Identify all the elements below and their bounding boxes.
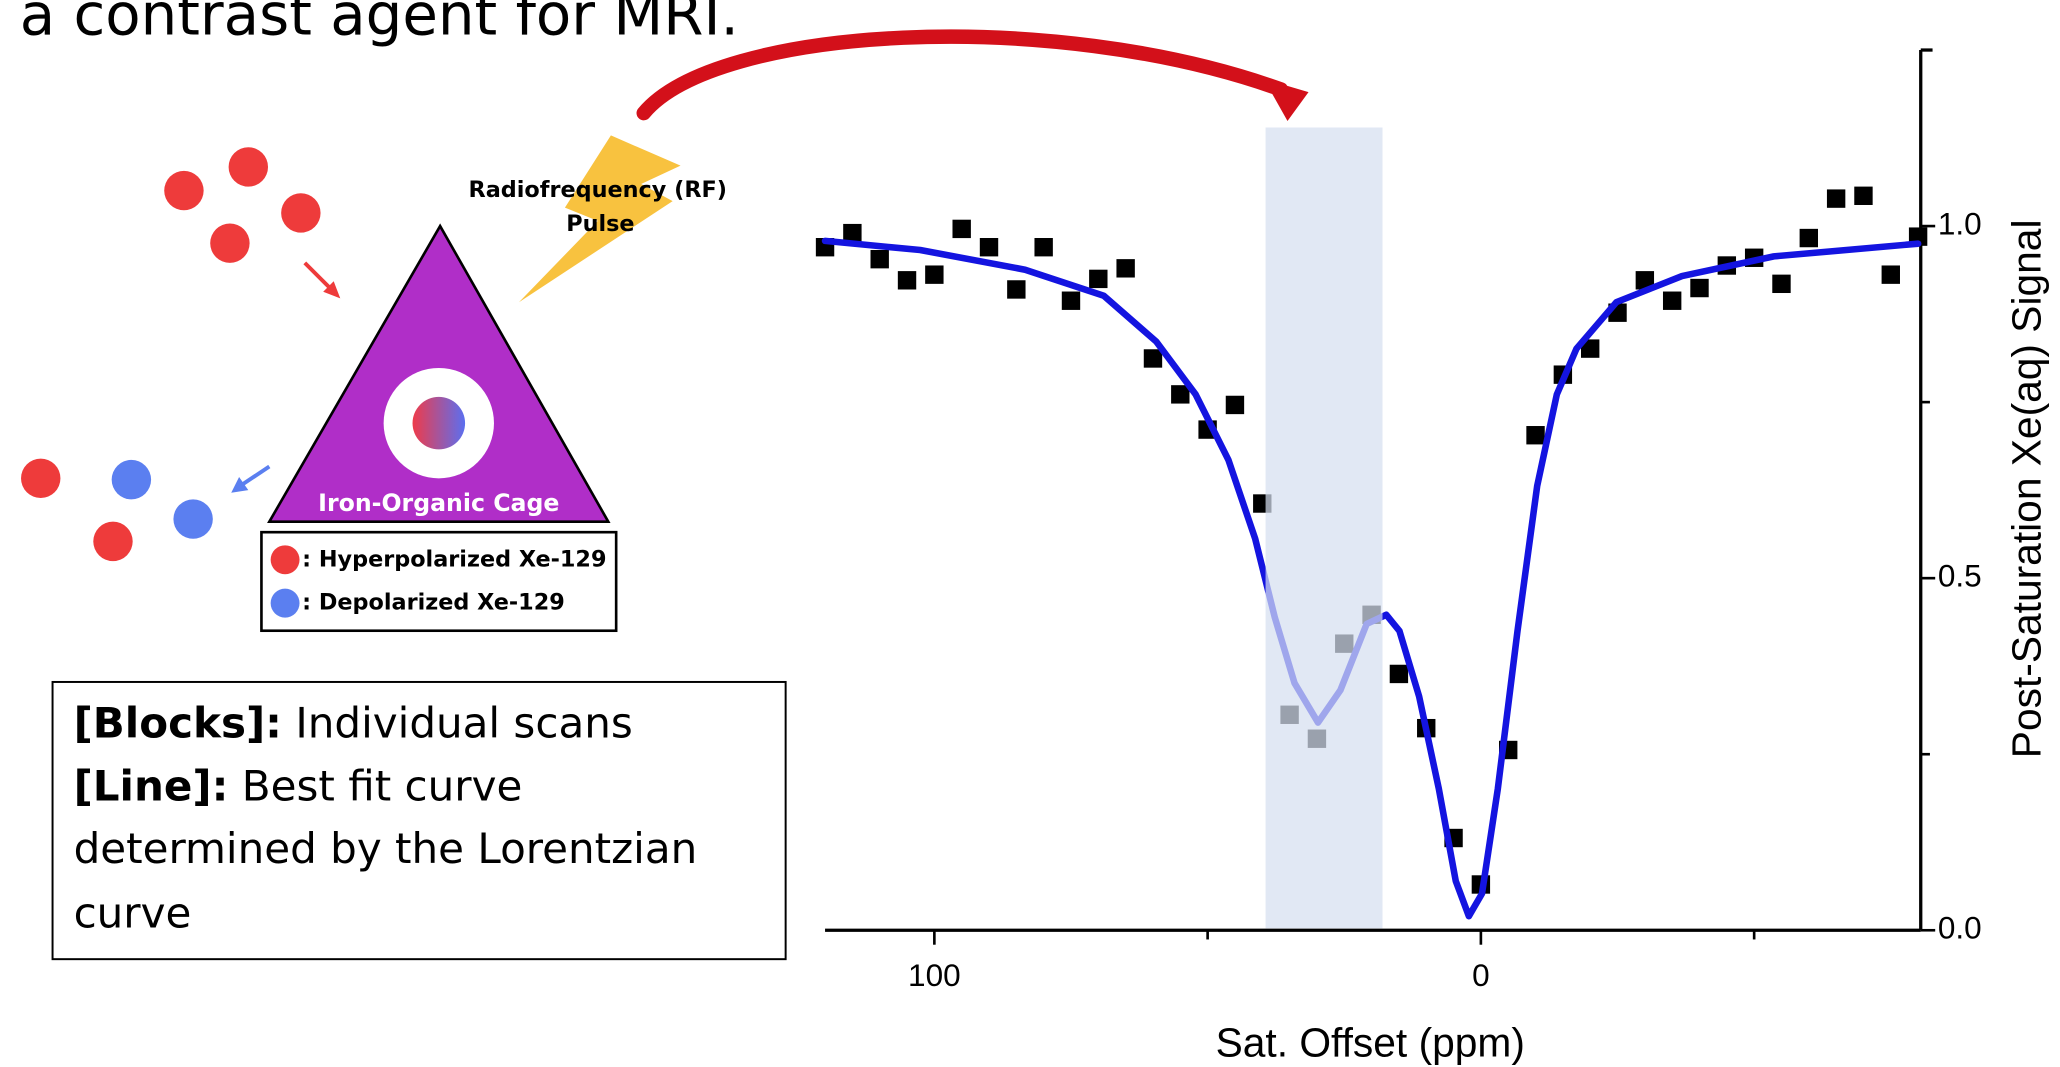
data-point [870,249,889,269]
arrow-head [323,281,341,299]
data-point [1526,426,1545,445]
data-point [1225,395,1245,415]
x-tick-label: 0 [1472,957,1490,993]
legend-entry: : Hyperpolarized Xe-129 [302,546,606,572]
data-point [897,271,917,290]
data-point [1580,339,1600,358]
data-point [925,265,944,284]
data-point [1089,269,1108,289]
y-axis-label: Post-Saturation Xe(aq) Signal [2004,219,2050,758]
arrow [303,261,333,291]
y-tick-label: 0.5 [1938,557,1982,593]
data-point [1116,259,1135,278]
data-point [1034,238,1053,257]
note: [Line]: Best fit curve [74,761,523,810]
lightning [518,135,681,303]
pulse-label: Radiofrequency (RF) [469,177,727,203]
arrow [240,464,271,487]
xe-depol [111,459,213,539]
note-term: [Blocks]: [74,698,282,747]
note: [Blocks]: Individual scans [74,698,633,747]
cage-label: Iron-Organic Cage [318,489,559,517]
note-text: Individual scans [295,698,632,747]
data-point [1690,278,1709,298]
diagram: a contrast agent for MRI. Radiofrequency… [20,0,1309,961]
note-text: curve [74,888,192,937]
notes-box [51,680,787,961]
note-term: [Line]: [74,761,229,810]
pulse-label: Pulse [566,211,634,237]
chart: 100 0 0.0 0.5 1.0 Sat. Offset (ppm) Post-Satur… [815,48,2050,1066]
arrow [636,29,1289,121]
data-point [1389,664,1409,684]
x-axis-label: Sat. Offset (ppm) [1216,1020,1525,1066]
core [412,396,466,450]
data-point [1799,228,1819,248]
y-tick-label: 0.0 [1938,910,1982,946]
data-point [1854,186,1873,205]
data-point [843,223,862,243]
data-point [1772,274,1791,294]
data-point [1171,385,1190,404]
note-text: Best fit curve [242,761,523,810]
fit-line [821,237,1922,920]
data-point [1662,291,1682,310]
data-point [1826,189,1846,208]
data-point [979,238,999,257]
xe-hyper [21,147,321,562]
x-tick-label: 100 [908,957,961,993]
arrow-head [231,477,249,493]
data-point [1007,280,1026,299]
arrow-head [1263,78,1309,121]
data-point [952,219,971,239]
legend-entry: : Depolarized Xe-129 [302,590,565,616]
data-point [1061,291,1081,310]
legend-swatch [270,588,300,618]
note-text: determined by the Lorentzian [74,824,698,873]
legend-box [260,530,618,633]
data-point [1143,349,1163,368]
y-tick-label: 1.0 [1938,205,1982,241]
heading: a contrast agent for MRI. [20,0,739,48]
data-point [1635,271,1655,290]
legend-swatch [270,545,300,575]
data-point [1881,265,1900,284]
highlight-band [1265,127,1383,929]
